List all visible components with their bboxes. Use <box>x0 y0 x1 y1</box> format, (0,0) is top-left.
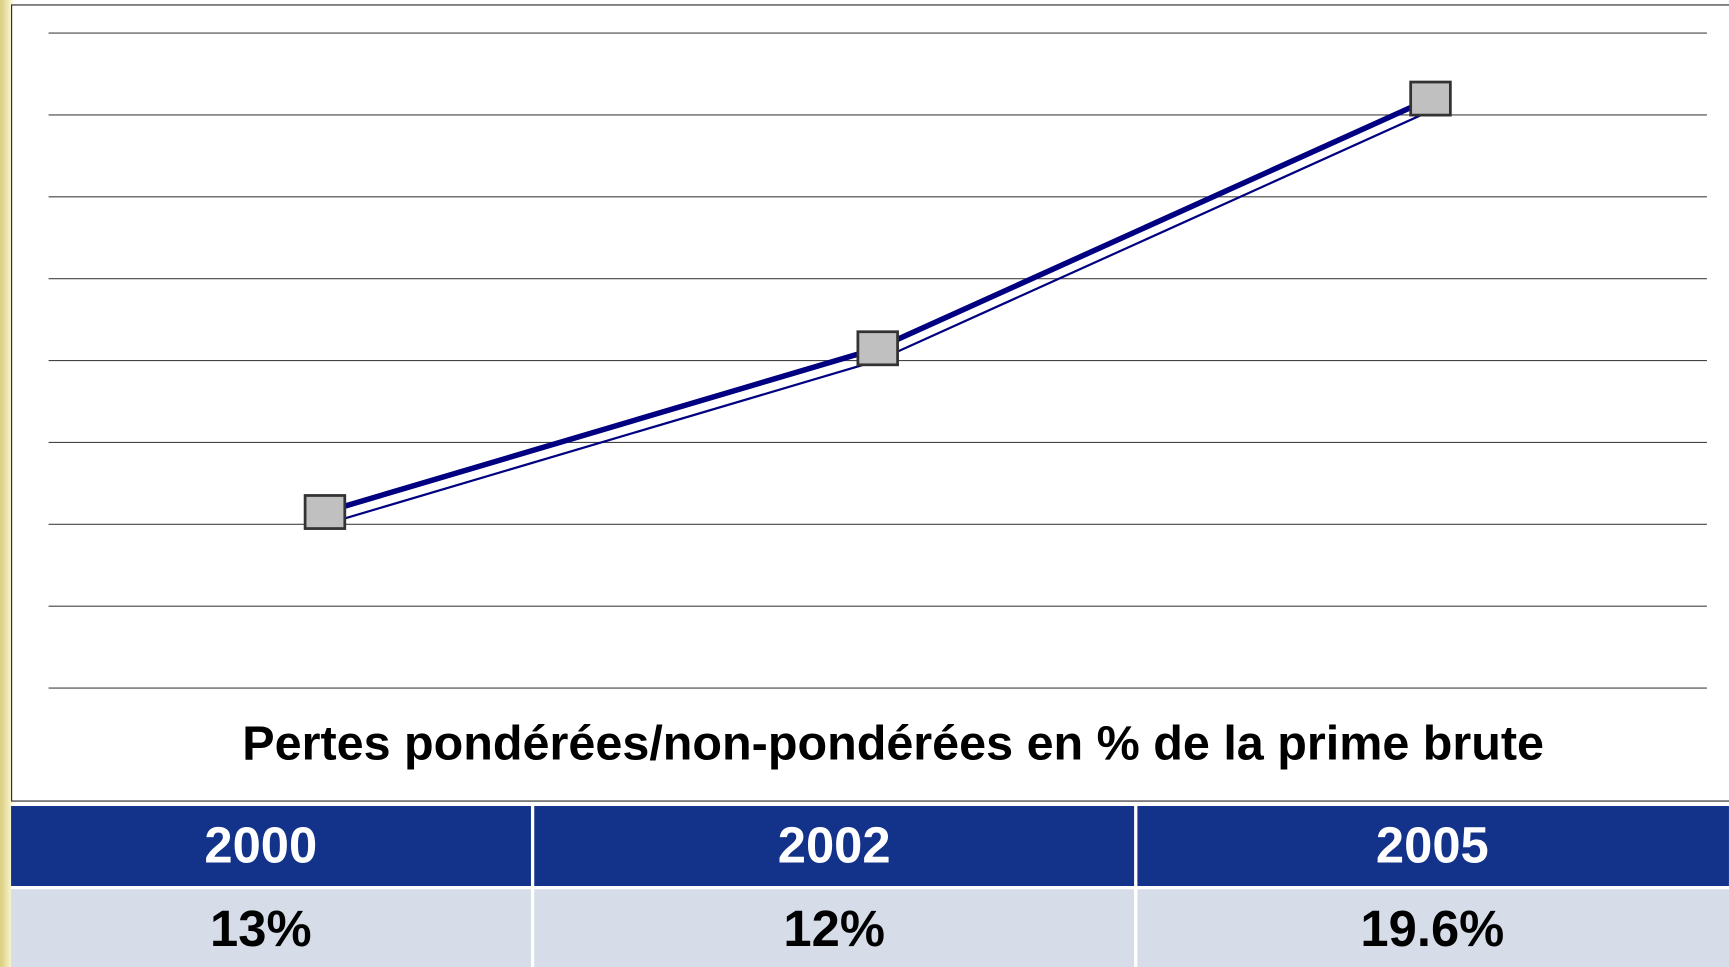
table-header: 2005 <box>1376 816 1489 873</box>
marker <box>1409 80 1452 117</box>
table-cell: 13% <box>210 900 312 957</box>
table-header: 2000 <box>204 816 317 873</box>
table-header-bg <box>11 806 1729 887</box>
table-cell: 12% <box>783 900 885 957</box>
table-row-bg <box>11 888 1729 967</box>
slide-edge <box>0 0 14 967</box>
marker <box>303 494 347 530</box>
table-header: 2002 <box>778 816 891 873</box>
chart-frame <box>11 4 1729 802</box>
table-cell: 19.6% <box>1360 900 1504 957</box>
marker <box>856 330 899 367</box>
chart-title: Pertes pondérées/non-pondérées en % de l… <box>242 716 1544 770</box>
